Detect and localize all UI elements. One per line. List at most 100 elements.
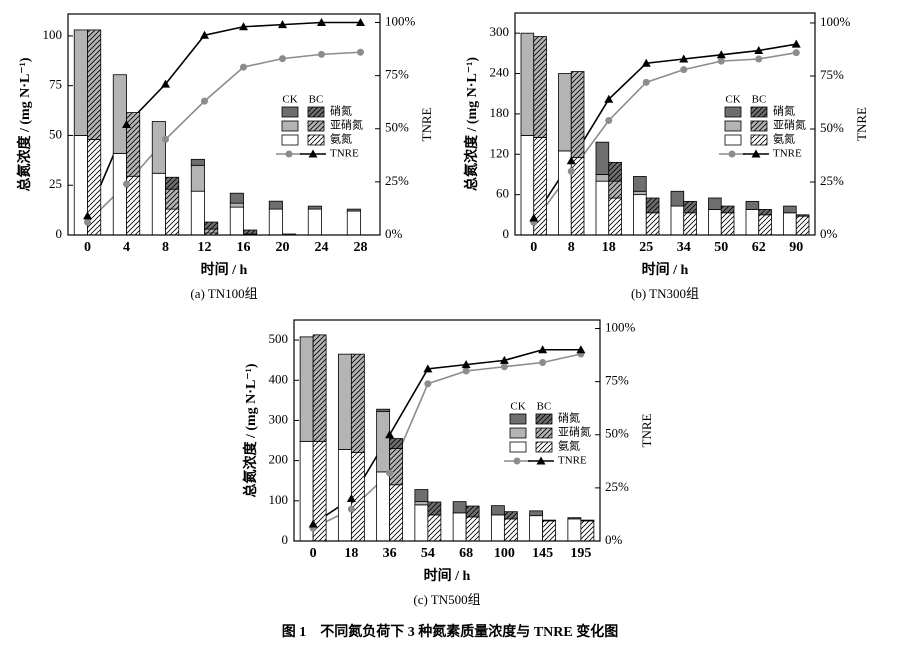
legend-label: 硝氮 (330, 104, 352, 118)
legend-swatch (509, 427, 527, 439)
x-tick-label: 68 (459, 546, 473, 561)
x-tick-label: 12 (198, 240, 212, 255)
y-tick-label: 100 (43, 27, 63, 42)
tnre-marker (679, 54, 689, 63)
x-tick-label: 24 (315, 240, 329, 255)
tnre-marker (162, 135, 169, 143)
legend-header: CK (725, 94, 740, 106)
bar-segment (346, 208, 361, 212)
legend-label: TNRE (330, 148, 359, 160)
x-tick-label: 50 (714, 240, 728, 255)
bar-segment (595, 141, 610, 175)
y-tick-label: 0 (282, 532, 289, 547)
bar-segment (312, 334, 327, 442)
bar-segment (708, 197, 722, 210)
bar-segment (165, 208, 180, 236)
legend-marker (751, 149, 761, 158)
x-axis-label: 时间 / h (642, 261, 689, 278)
tnre-marker (500, 363, 508, 371)
bar-segment (490, 505, 505, 516)
tnre-marker (385, 430, 395, 439)
y-tick-label: 100 (269, 492, 289, 507)
bar-segment (204, 228, 219, 234)
tnre-marker (462, 367, 470, 375)
bar-segment (243, 229, 258, 235)
x-tick-label: 18 (344, 546, 358, 561)
y-tick-label: 200 (269, 452, 289, 467)
tnre-marker (567, 167, 575, 175)
bar-segment (112, 152, 127, 236)
bar-segment (783, 205, 797, 214)
x-axis-label: 时间 / h (201, 261, 248, 278)
x-tick-label: 36 (383, 546, 397, 561)
legend-swatch (535, 413, 553, 425)
figure-caption: 图 1 不同氮负荷下 3 种氮素质量浓度与 TNRE 变化图 (282, 623, 618, 640)
bar-segment (452, 501, 467, 514)
bar-segment (758, 209, 772, 216)
bar-segment (580, 520, 595, 542)
y-tick-label: 300 (490, 24, 510, 39)
plot-frame (514, 12, 816, 236)
y2-tick-label: 75% (605, 373, 629, 388)
tnre-marker (386, 469, 394, 477)
y2-tick-label: 75% (385, 67, 409, 82)
bar-segment (268, 200, 283, 210)
y-tick-label: 75 (49, 77, 62, 92)
y-tick-label: 0 (503, 226, 510, 241)
tnre-marker (278, 20, 287, 29)
bar-segment (190, 190, 205, 236)
x-tick-label: 34 (677, 240, 691, 255)
bar-segment (608, 197, 622, 236)
legend-swatch (307, 120, 325, 132)
y2-tick-label: 25% (385, 173, 409, 188)
x-tick-label: 90 (789, 240, 803, 255)
bar-segment (608, 161, 622, 182)
tnre-marker (538, 345, 548, 354)
legend-marker (536, 456, 546, 465)
legend-swatch (281, 120, 299, 132)
bar-segment (376, 471, 391, 542)
tnre-marker (529, 213, 539, 222)
x-tick-label: 4 (123, 240, 130, 255)
bar-segment (414, 501, 429, 506)
bar-segment (414, 489, 429, 503)
bar-segment (520, 32, 535, 136)
bar-segment (608, 180, 622, 199)
y2-tick-label: 25% (605, 479, 629, 494)
y2-tick-label: 100% (820, 14, 851, 29)
y2-tick-label: 50% (385, 120, 409, 135)
tnre-marker (357, 48, 364, 56)
y-tick-label: 400 (269, 371, 289, 386)
bar-segment (670, 205, 685, 236)
bar-segment (73, 29, 88, 136)
legend-header: BC (752, 94, 767, 106)
tnre-marker (346, 494, 356, 502)
bar-segment (633, 176, 647, 192)
legend-header: CK (510, 401, 525, 413)
bar-segment (350, 353, 365, 453)
bar-segment (645, 212, 660, 236)
y-tick-label: 25 (49, 176, 62, 191)
tnre-marker (318, 50, 325, 58)
x-tick-label: 18 (602, 240, 616, 255)
tnre-marker (604, 94, 614, 103)
y2-tick-label: 0% (385, 226, 403, 241)
bar-segment (87, 29, 102, 140)
x-tick-label: 28 (354, 240, 368, 255)
y2-axis-label: TNRE (419, 107, 434, 141)
tnre-marker (424, 380, 432, 388)
legend-label: 氨氮 (330, 132, 352, 146)
y-tick-label: 500 (269, 331, 289, 346)
y-tick-label: 60 (496, 186, 509, 201)
tnre-marker (642, 78, 650, 86)
y2-tick-label: 25% (820, 173, 844, 188)
bar-segment (720, 205, 735, 214)
legend-swatch (750, 134, 768, 146)
legend-swatch (724, 134, 742, 146)
bar-segment (112, 74, 127, 154)
x-tick-label: 100 (494, 546, 515, 561)
bar-segment (165, 176, 180, 190)
tnre-marker (680, 66, 688, 74)
bar-segment (529, 510, 544, 517)
